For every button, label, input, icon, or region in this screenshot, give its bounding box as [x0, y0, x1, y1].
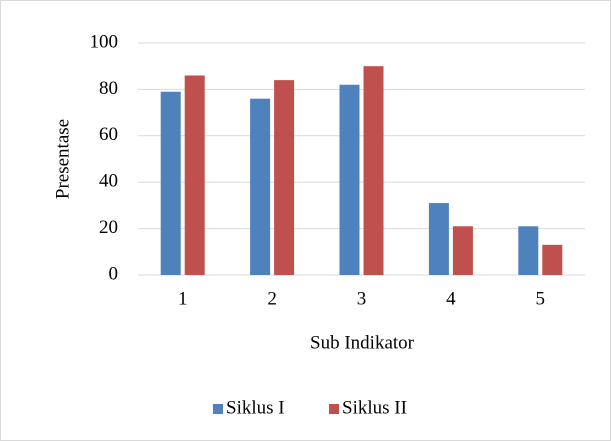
x-axis-title: Sub Indikator	[310, 332, 415, 353]
y-tick-label: 60	[99, 124, 118, 145]
bar	[184, 75, 205, 275]
y-tick-label: 0	[109, 263, 119, 284]
bar	[542, 244, 563, 275]
bar	[428, 203, 449, 275]
bar	[518, 226, 539, 275]
x-tick-label: 3	[357, 288, 367, 309]
legend-label: Siklus I	[226, 397, 285, 418]
bar	[160, 91, 181, 275]
y-tick-label: 40	[99, 171, 118, 192]
bar	[363, 66, 384, 275]
x-tick-label: 5	[536, 288, 546, 309]
y-tick-label: 100	[90, 31, 119, 52]
legend-swatch	[329, 404, 339, 414]
bar	[250, 98, 271, 276]
x-tick-label: 2	[267, 288, 277, 309]
y-tick-label: 80	[99, 78, 118, 99]
x-tick-label: 4	[446, 288, 456, 309]
bar	[339, 84, 360, 275]
bar	[452, 226, 473, 275]
legend-swatch	[213, 404, 223, 414]
y-tick-label: 20	[99, 217, 118, 238]
x-tick-label: 1	[178, 288, 188, 309]
y-axis-title: Presentase	[52, 119, 73, 199]
legend-label: Siklus II	[342, 397, 407, 418]
bar	[274, 80, 295, 276]
